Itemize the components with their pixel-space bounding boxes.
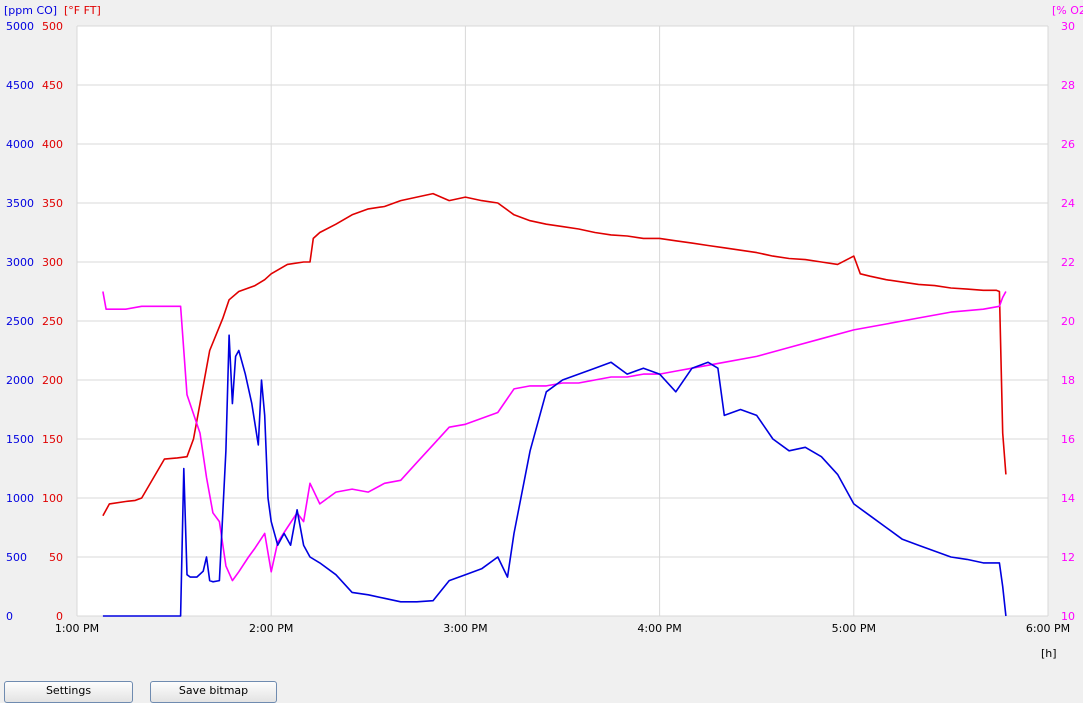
co-tick-label: 500	[6, 551, 27, 564]
x-tick-label: 4:00 PM	[637, 622, 681, 635]
co-tick-label: 0	[6, 610, 13, 623]
ft-tick-label: 250	[42, 315, 63, 328]
co-tick-label: 2500	[6, 315, 34, 328]
x-unit-label: [h]	[1041, 647, 1057, 660]
co-tick-label: 3500	[6, 197, 34, 210]
o2-tick-label: 10	[1061, 610, 1075, 623]
x-tick-label: 3:00 PM	[443, 622, 487, 635]
co-tick-label: 5000	[6, 20, 34, 33]
o2-tick-label: 30	[1061, 20, 1075, 33]
o2-tick-label: 24	[1061, 197, 1075, 210]
o2-axis-ticks: 10 12 14 16 18 20 22 24 26 28 30	[1061, 20, 1075, 623]
ft-tick-label: 400	[42, 138, 63, 151]
ft-tick-label: 200	[42, 374, 63, 387]
settings-button[interactable]: Settings	[4, 681, 133, 703]
x-tick-label: 6:00 PM	[1026, 622, 1070, 635]
co-tick-label: 2000	[6, 374, 34, 387]
x-axis-ticks: 1:00 PM 2:00 PM 3:00 PM 4:00 PM 5:00 PM 6:00 …	[55, 622, 1070, 635]
o2-tick-label: 28	[1061, 79, 1075, 92]
co-axis-ticks: 0 500 1000 1500 2000 2500 3000 3500 4000 4500 5000	[6, 20, 34, 623]
ft-tick-label: 450	[42, 79, 63, 92]
x-tick-label: 2:00 PM	[249, 622, 293, 635]
grid	[76, 25, 1049, 617]
ft-tick-label: 0	[56, 610, 63, 623]
x-tick-label: 5:00 PM	[832, 622, 876, 635]
o2-axis-label: [% O2	[1052, 4, 1083, 17]
ft-tick-label: 500	[42, 20, 63, 33]
ft-axis-ticks: 0 50 100 150 200 250 300 350 400 450 500	[42, 20, 63, 623]
co-tick-label: 1500	[6, 433, 34, 446]
o2-tick-label: 14	[1061, 492, 1075, 505]
o2-tick-label: 22	[1061, 256, 1075, 269]
series-line-co	[102, 334, 1007, 617]
co-tick-label: 4000	[6, 138, 34, 151]
ft-axis-label: [°F FT]	[64, 4, 101, 17]
save-bitmap-button[interactable]: Save bitmap	[150, 681, 277, 703]
series-group	[102, 192, 1007, 617]
o2-tick-label: 26	[1061, 138, 1075, 151]
co-tick-label: 4500	[6, 79, 34, 92]
co-tick-label: 3000	[6, 256, 34, 269]
series-line-ft	[102, 192, 1007, 517]
o2-tick-label: 18	[1061, 374, 1075, 387]
x-tick-label: 1:00 PM	[55, 622, 99, 635]
ft-tick-label: 300	[42, 256, 63, 269]
series-line-o2	[102, 291, 1007, 582]
ft-tick-label: 50	[49, 551, 63, 564]
co-axis-label: [ppm CO]	[4, 4, 57, 17]
ft-tick-label: 350	[42, 197, 63, 210]
o2-tick-label: 16	[1061, 433, 1075, 446]
co-tick-label: 1000	[6, 492, 34, 505]
ft-tick-label: 150	[42, 433, 63, 446]
ft-tick-label: 100	[42, 492, 63, 505]
o2-tick-label: 12	[1061, 551, 1075, 564]
o2-tick-label: 20	[1061, 315, 1075, 328]
